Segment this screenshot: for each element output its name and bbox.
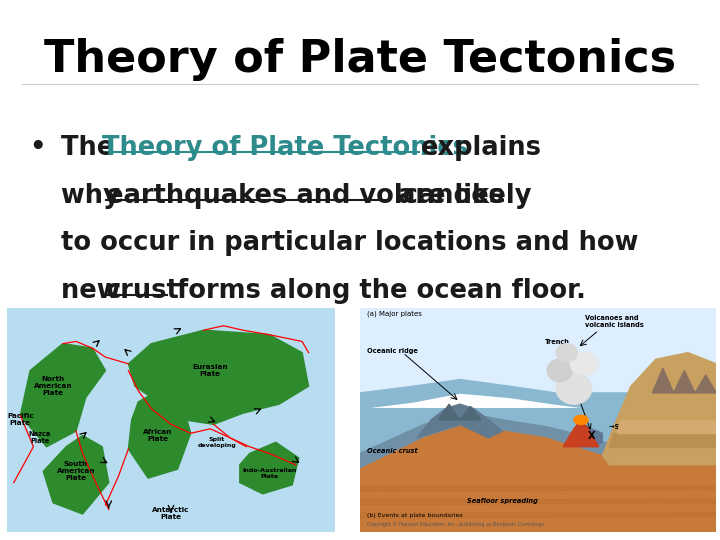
Ellipse shape — [556, 343, 577, 362]
Polygon shape — [360, 380, 716, 409]
Text: Theory of Plate Tectonics: Theory of Plate Tectonics — [102, 135, 477, 161]
Text: Theory of Plate Tectonics: Theory of Plate Tectonics — [44, 38, 676, 81]
Polygon shape — [360, 424, 716, 532]
Polygon shape — [417, 404, 503, 438]
Text: Nazca
Plate: Nazca Plate — [29, 431, 51, 444]
Bar — [360, 308, 716, 393]
Ellipse shape — [547, 359, 572, 382]
Polygon shape — [360, 409, 716, 454]
Text: to occur in particular locations and how: to occur in particular locations and how — [61, 230, 639, 256]
Polygon shape — [609, 433, 716, 447]
Text: Volcanoes and
volcanic islands: Volcanoes and volcanic islands — [585, 314, 643, 328]
Text: (a) Major plates: (a) Major plates — [367, 310, 422, 316]
Text: forms along the ocean floor.: forms along the ocean floor. — [168, 278, 586, 303]
Text: (b) Events at plate boundaries: (b) Events at plate boundaries — [367, 514, 463, 518]
Text: →Subduction zone: →Subduction zone — [609, 423, 676, 430]
Text: South
American
Plate: South American Plate — [57, 461, 95, 481]
Text: explains: explains — [420, 135, 541, 161]
Ellipse shape — [574, 415, 588, 424]
Polygon shape — [128, 391, 191, 478]
Polygon shape — [581, 429, 603, 447]
Polygon shape — [128, 330, 309, 424]
Text: Trench: Trench — [545, 339, 570, 345]
Text: Oceanic crust: Oceanic crust — [367, 448, 418, 454]
Text: are likely: are likely — [389, 183, 531, 208]
Text: Copyright © Pearson Education, Inc., publishing as Benjamin Cummings.: Copyright © Pearson Education, Inc., pub… — [367, 522, 546, 528]
Text: new: new — [61, 278, 130, 303]
Polygon shape — [43, 436, 109, 514]
Text: earthquakes and volcanoes: earthquakes and volcanoes — [106, 183, 504, 208]
Text: Antarctic
Plate: Antarctic Plate — [153, 508, 189, 521]
Text: Seafloor spreading: Seafloor spreading — [467, 497, 538, 503]
Text: Oceanic ridge: Oceanic ridge — [367, 348, 418, 354]
Polygon shape — [674, 370, 695, 393]
Polygon shape — [360, 413, 716, 469]
Text: •: • — [29, 135, 45, 161]
Text: North
American
Plate: North American Plate — [34, 376, 73, 396]
Text: African
Plate: African Plate — [143, 429, 173, 442]
Polygon shape — [360, 500, 716, 505]
Ellipse shape — [570, 353, 599, 375]
Polygon shape — [616, 420, 716, 433]
Text: The: The — [61, 135, 123, 161]
Polygon shape — [20, 343, 106, 447]
Text: crust: crust — [106, 278, 180, 303]
Polygon shape — [438, 404, 460, 420]
Polygon shape — [695, 375, 716, 393]
Text: Eurasian
Plate: Eurasian Plate — [192, 364, 228, 377]
Text: X: X — [588, 430, 595, 441]
Polygon shape — [360, 486, 716, 491]
Polygon shape — [360, 513, 716, 518]
Polygon shape — [603, 353, 716, 464]
Text: why: why — [61, 183, 129, 208]
Polygon shape — [460, 407, 481, 420]
Polygon shape — [652, 368, 674, 393]
Polygon shape — [563, 420, 599, 447]
Polygon shape — [240, 442, 299, 494]
Ellipse shape — [556, 373, 592, 404]
Text: Split
developing: Split developing — [197, 437, 236, 448]
Text: Pacific
Plate: Pacific Plate — [7, 413, 34, 427]
Text: Indo-Australian
Plate: Indo-Australian Plate — [242, 468, 297, 479]
